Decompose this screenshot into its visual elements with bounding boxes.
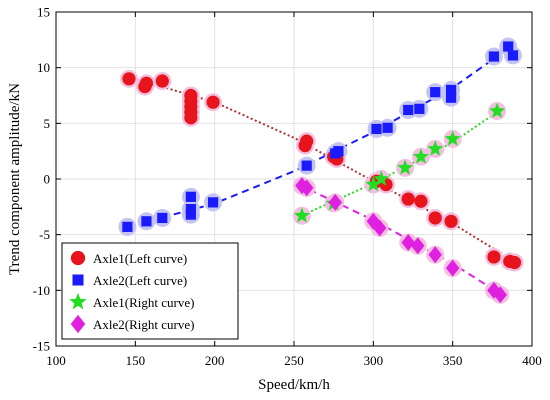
data-point-axle1-right-curve <box>427 140 444 156</box>
legend-label: Axle2(Left curve) <box>93 273 187 288</box>
data-point-axle1-left-curve <box>139 76 154 90</box>
data-point-axle2-left-curve <box>333 146 344 157</box>
x-tick-label: 350 <box>443 353 463 368</box>
data-point-axle2-right-curve <box>493 286 507 304</box>
data-point-axle1-left-curve <box>414 194 428 208</box>
x-axis-label: Speed/km/h <box>258 377 330 393</box>
y-tick-label: 0 <box>44 172 51 187</box>
legend: Axle1(Left curve) Axle2(Left curve) Axle1(… <box>61 242 239 340</box>
y-tick-label: 10 <box>37 60 50 75</box>
data-point-axle2-left-curve <box>371 123 382 134</box>
data-point-axle2-left-curve <box>503 41 514 52</box>
data-point-axle2-left-curve <box>157 212 168 224</box>
data-point-axle2-left-curve <box>445 92 457 103</box>
legend-marker <box>70 250 86 266</box>
legend-marker <box>72 274 84 286</box>
data-point-axle1-right-curve <box>365 176 382 192</box>
data-point-axle1-left-curve <box>401 192 415 206</box>
y-tick-label: -10 <box>33 283 50 298</box>
y-axis-label: Trend component amplitude/kN <box>7 83 23 275</box>
data-point-axle2-right-curve <box>299 179 314 197</box>
data-point-axle2-right-curve <box>328 193 342 211</box>
x-tick-label: 400 <box>522 353 542 368</box>
y-tick-label: -15 <box>33 339 50 354</box>
data-point-axle2-right-curve <box>401 234 415 251</box>
legend-label: Axle1(Right curve) <box>93 295 194 310</box>
data-point-axle2-right-curve <box>411 237 425 255</box>
data-point-axle2-left-curve <box>122 221 133 232</box>
data-point-axle2-left-curve <box>430 87 441 98</box>
x-tick-label: 200 <box>205 353 225 368</box>
x-tick-label: 100 <box>46 353 66 368</box>
data-point-axle2-left-curve <box>445 84 457 96</box>
x-tick-label: 150 <box>126 353 146 368</box>
data-point-axle1-left-curve <box>507 255 522 270</box>
y-tick-label: 15 <box>37 5 50 20</box>
data-point-axle2-left-curve <box>185 191 196 202</box>
data-point-axle1-left-curve <box>206 95 220 109</box>
data-point-axle2-left-curve <box>141 216 152 227</box>
data-point-axle1-left-curve <box>444 214 458 228</box>
data-point-axle2-right-curve <box>428 246 442 264</box>
data-point-axle2-right-curve <box>366 212 381 230</box>
legend-label: Axle2(Right curve) <box>93 317 194 332</box>
data-point-axle1-left-curve <box>487 250 501 264</box>
data-point-axle1-right-curve <box>397 159 414 175</box>
data-point-axle2-left-curve <box>301 160 312 171</box>
legend-marker <box>69 292 87 310</box>
data-point-axle2-left-curve <box>382 122 393 133</box>
y-tick-label: -5 <box>39 227 50 242</box>
y-tick-label: 5 <box>44 116 51 131</box>
data-point-axle1-right-curve <box>293 207 310 223</box>
data-point-axle1-right-curve <box>373 170 390 186</box>
data-point-axle2-left-curve <box>185 203 196 215</box>
legend-marker <box>70 314 86 334</box>
x-tick-label: 300 <box>364 353 384 368</box>
data-point-axle1-right-curve <box>489 102 506 118</box>
data-point-axle2-left-curve <box>414 103 425 114</box>
data-point-axle1-left-curve <box>428 211 442 225</box>
data-point-axle1-left-curve <box>122 72 136 86</box>
data-point-axle2-right-curve <box>445 259 460 277</box>
data-point-axle1-right-curve <box>444 130 461 146</box>
data-point-axle1-left-curve <box>300 134 314 148</box>
data-markers <box>122 41 522 304</box>
data-point-axle1-right-curve <box>412 148 429 164</box>
data-point-axle2-right-curve <box>372 219 387 237</box>
legend-label: Axle1(Left curve) <box>93 251 187 266</box>
fit-line-axle1-left-curve <box>127 75 517 264</box>
x-tick-label: 250 <box>284 353 304 368</box>
data-point-axle2-right-curve <box>487 281 501 299</box>
data-point-axle2-left-curve <box>488 51 500 62</box>
data-point-axle2-left-curve <box>403 104 414 116</box>
ticks: 100 150 200 250 300 350 400 -15 -10 -5 0 5 10 15 <box>33 5 542 369</box>
data-point-axle1-left-curve <box>184 111 198 125</box>
data-point-axle2-left-curve <box>207 197 219 208</box>
legend-box <box>61 242 239 340</box>
data-point-axle2-left-curve <box>507 50 519 61</box>
data-point-axle2-left-curve <box>185 209 196 220</box>
data-point-axle1-left-curve <box>155 74 169 88</box>
